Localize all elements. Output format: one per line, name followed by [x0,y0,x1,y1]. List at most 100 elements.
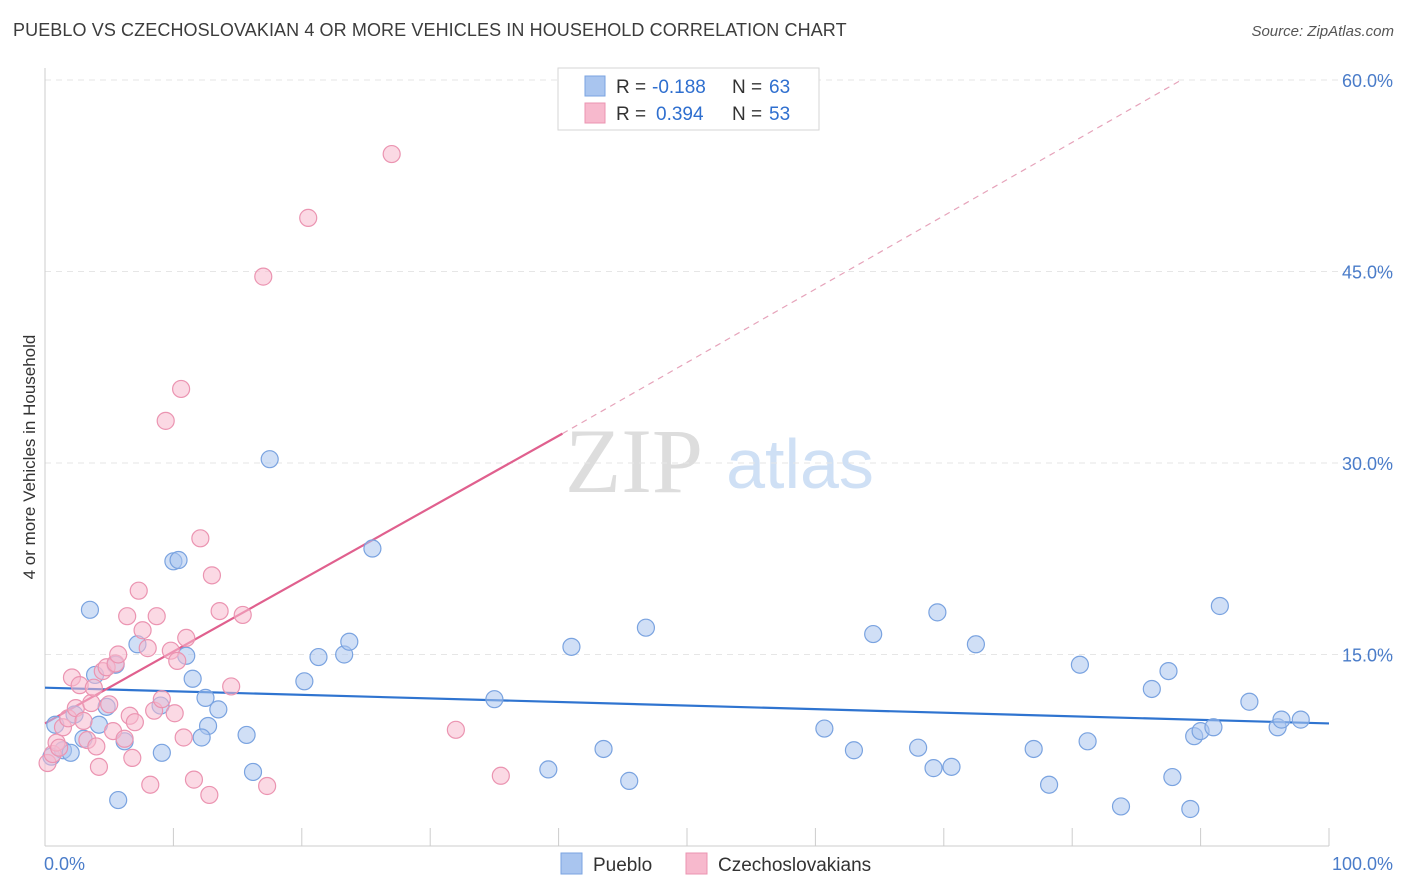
point-czech [254,267,273,286]
point-pueblo [539,760,558,779]
legend-r-value-czech: 0.394 [656,104,704,125]
point-pueblo [1204,718,1223,737]
watermark: ZIP atlas [565,410,874,512]
y-axis-label: 4 or more Vehicles in Household [20,335,39,580]
point-pueblo [209,700,228,719]
bottom-legend-swatch-czech [685,852,708,875]
point-czech [202,566,222,585]
point-pueblo [636,618,656,637]
point-pueblo [562,637,581,656]
point-pueblo [864,624,883,644]
point-czech [125,713,144,732]
y-tick-label: 30.0% [1342,454,1393,474]
watermark-zip: ZIP [565,410,703,512]
point-czech [82,693,101,713]
point-pueblo [192,728,211,747]
trend-line-czech [44,432,563,725]
legend-r-label-pueblo: R = [616,77,646,98]
point-pueblo [928,603,947,622]
trend-line-pueblo [44,686,1330,725]
bottom-legend-label-pueblo: Pueblo [593,855,652,876]
point-czech [141,775,160,794]
point-pueblo [594,739,613,759]
point-pueblo [196,688,215,708]
point-czech [382,144,401,164]
point-pueblo [309,647,328,667]
point-czech [168,651,187,670]
point-pueblo [909,738,928,757]
point-pueblo [363,539,382,558]
point-czech [133,621,152,640]
point-pueblo [1142,679,1161,699]
point-pueblo [1078,732,1097,751]
point-pueblo [1024,739,1043,759]
y-tick-label: 60.0% [1342,71,1393,91]
bottom-legend-label-czech: Czechoslovakians [718,855,871,876]
point-czech [50,738,69,757]
data-points [38,144,1310,819]
point-czech [74,711,93,730]
point-czech [258,776,277,796]
legend-r-label-czech: R = [616,104,646,125]
point-czech [152,690,171,709]
point-czech [210,601,229,621]
x-tick-label-min: 0.0% [44,854,85,874]
point-pueblo [80,600,100,619]
point-czech [165,704,184,723]
legend-n-label-pueblo: N = [732,77,762,98]
legend-top: R = -0.188 N = 63 R = 0.394 N = 53 [557,67,820,131]
watermark-atlas: atlas [726,425,874,503]
point-pueblo [295,672,314,691]
point-czech [147,607,166,626]
point-pueblo [1039,775,1059,794]
point-pueblo [1291,710,1310,729]
point-pueblo [1240,692,1259,711]
point-pueblo [243,762,263,782]
x-tick-label-max: 100.0% [1332,854,1393,874]
point-pueblo [109,790,128,810]
point-pueblo [340,632,359,651]
point-czech [299,208,318,227]
point-czech [129,581,148,600]
point-czech [174,728,193,747]
point-czech [446,720,465,739]
point-czech [491,766,510,785]
trend-line-extension-czech [562,79,1182,435]
point-czech [118,607,137,626]
axes [44,68,1330,847]
point-pueblo [1272,710,1291,729]
point-pueblo [844,741,864,760]
point-czech [177,628,196,648]
y-tick-label: 45.0% [1342,263,1393,283]
point-pueblo [620,771,639,790]
legend-r-value-pueblo: -0.188 [652,77,706,98]
legend-swatch-czech [584,102,606,124]
point-czech [115,729,134,748]
point-pueblo [169,550,188,570]
legend-n-value-pueblo: 63 [769,77,790,98]
legend-n-value-czech: 53 [769,104,790,125]
bottom-legend-swatch-pueblo [560,852,583,875]
point-pueblo [1163,767,1182,787]
point-pueblo [1070,655,1090,674]
legend-n-label-czech: N = [732,104,762,125]
point-pueblo [1181,799,1200,819]
grid-lines [45,79,1393,655]
point-pueblo [942,757,961,776]
legend-bottom: Pueblo Czechoslovakians [560,852,871,876]
point-czech [109,645,128,664]
point-czech [138,639,157,658]
trend-lines [44,79,1330,725]
point-pueblo [1159,661,1178,681]
y-tick-label: 15.0% [1342,646,1393,666]
chart-title: PUEBLO VS CZECHOSLOVAKIAN 4 OR MORE VEHI… [13,20,847,40]
point-pueblo [815,719,834,738]
point-czech [89,757,109,776]
point-pueblo [1210,596,1229,616]
point-pueblo [260,450,279,469]
point-czech [184,770,204,789]
point-pueblo [1111,797,1131,816]
point-czech [172,379,191,399]
point-czech [222,677,241,696]
